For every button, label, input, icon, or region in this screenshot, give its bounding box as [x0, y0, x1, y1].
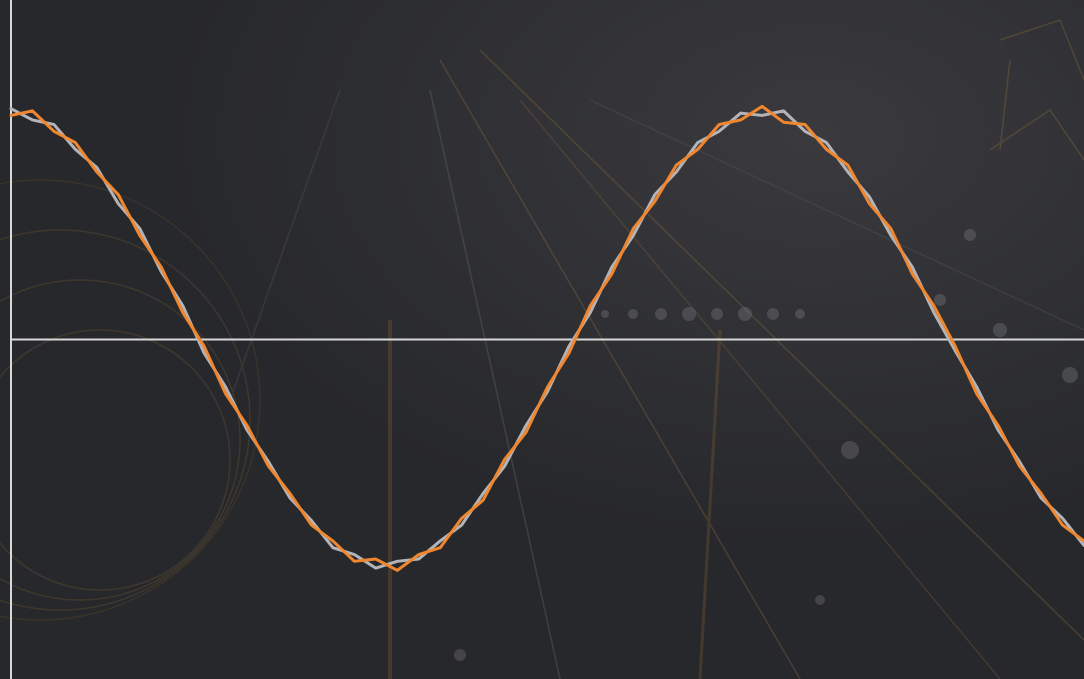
- decoration: [0, 19, 1084, 679]
- series-line: [9, 104, 1084, 572]
- decoration-dots: [454, 229, 1078, 661]
